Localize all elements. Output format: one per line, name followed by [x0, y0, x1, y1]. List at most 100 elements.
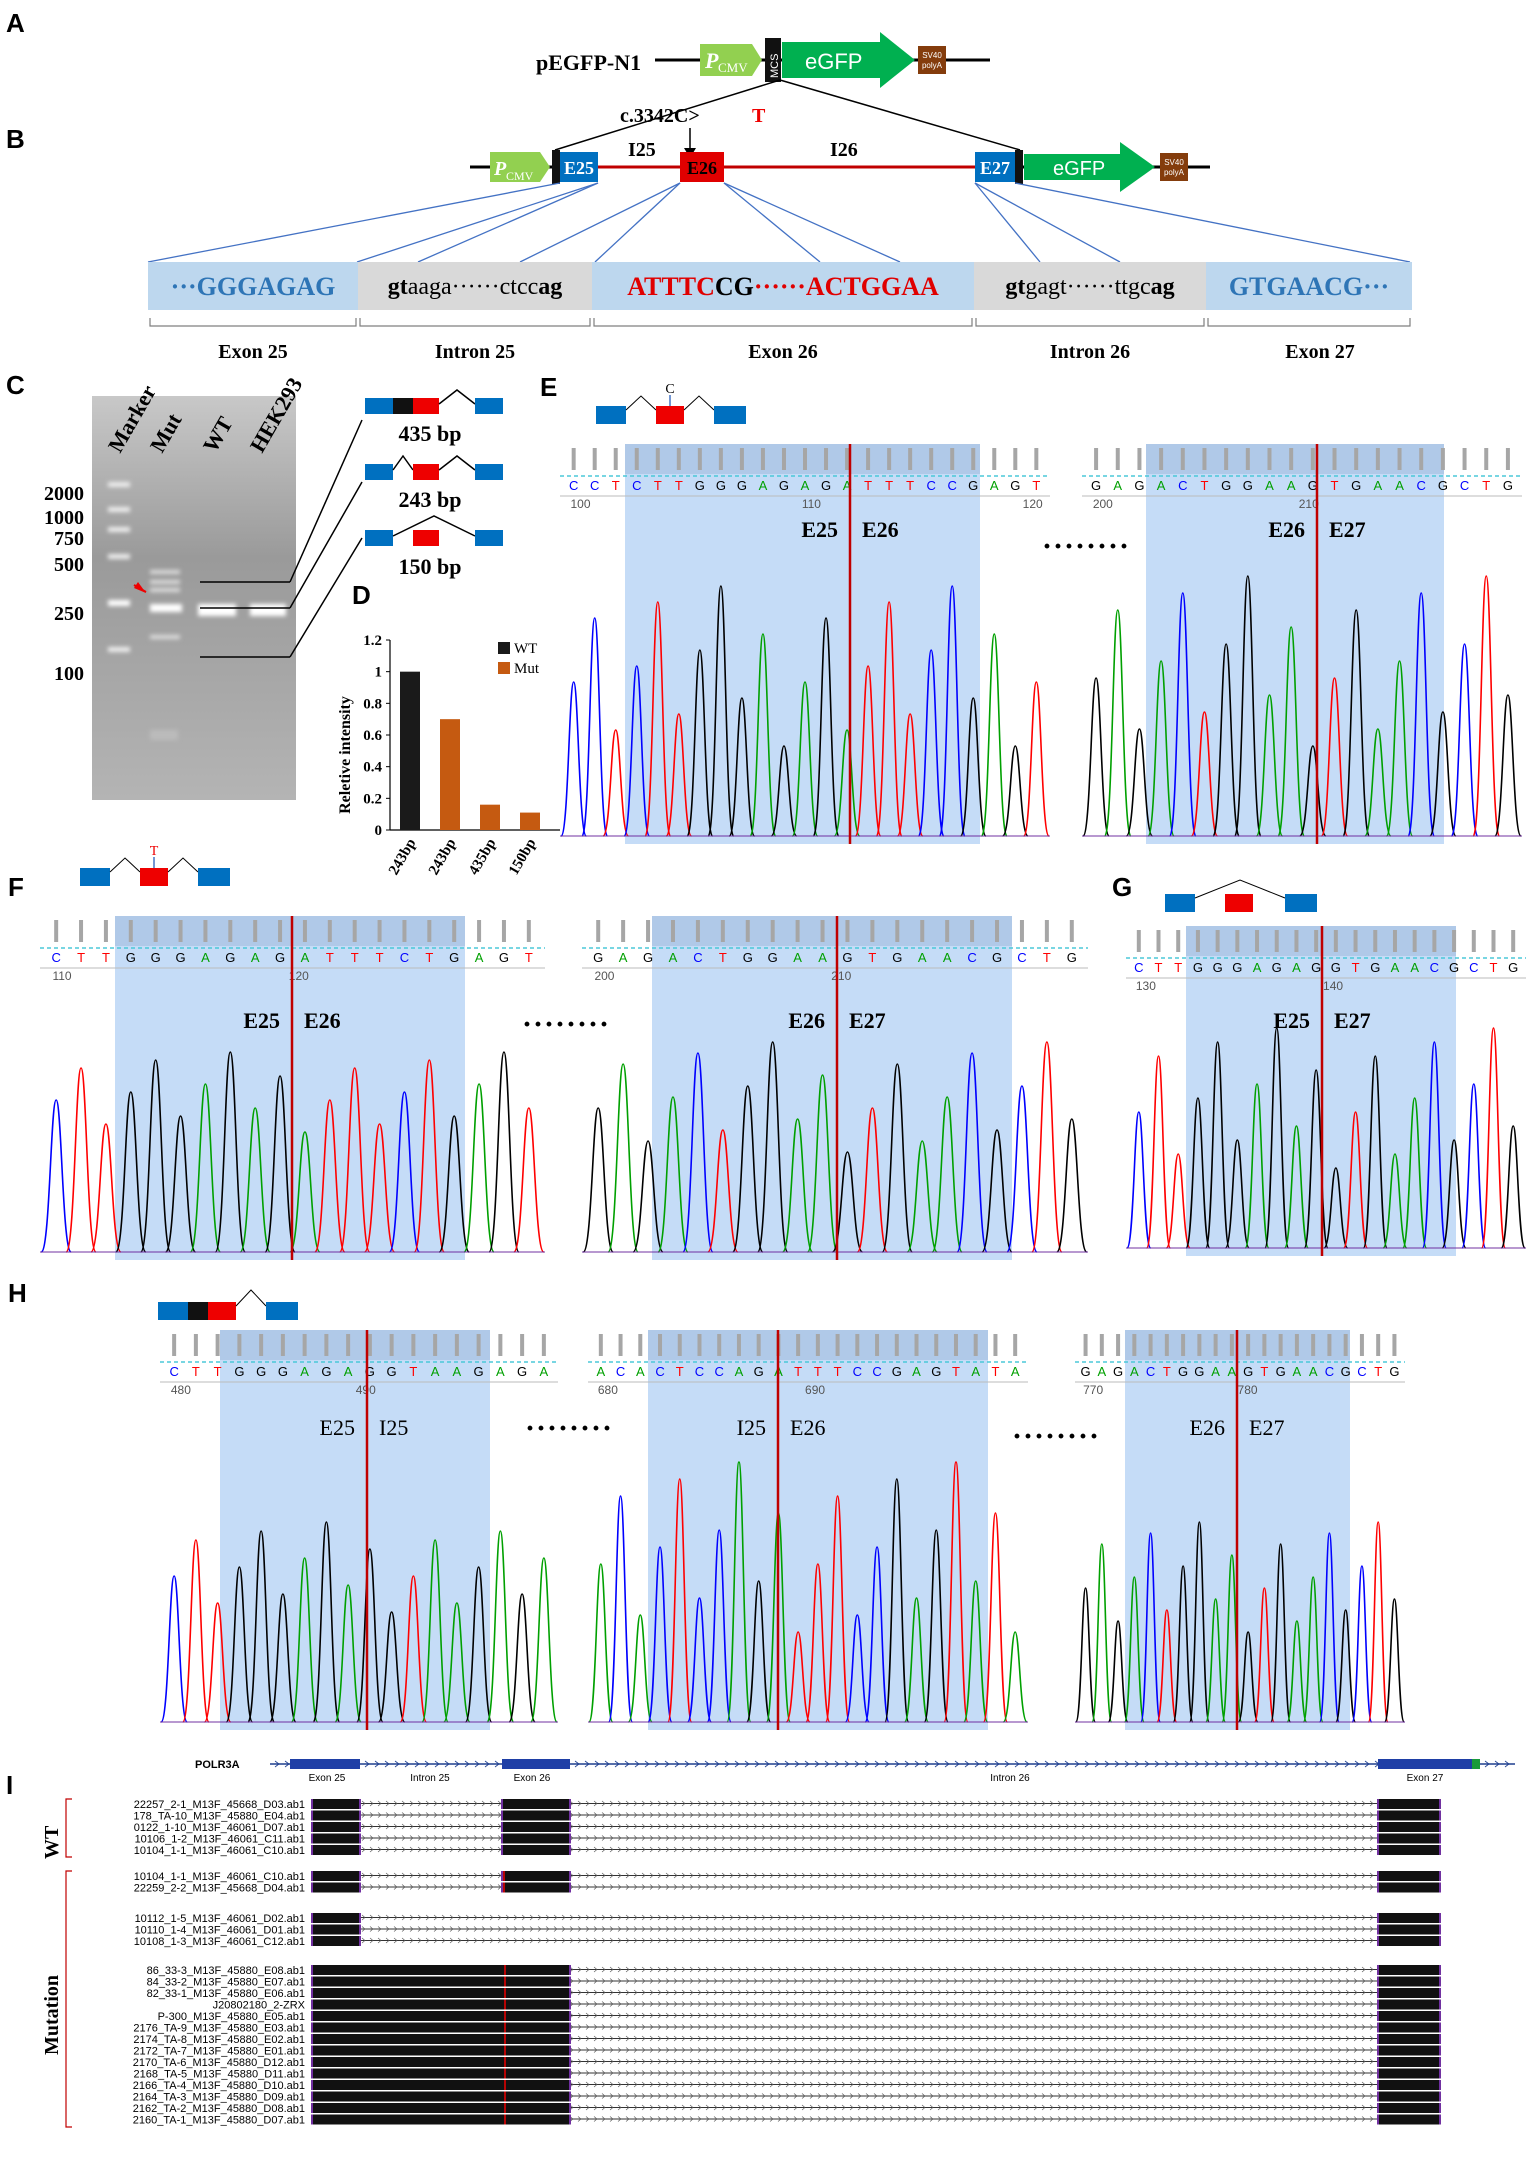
peak — [1461, 1083, 1487, 1249]
base-call: G — [821, 478, 831, 493]
read-name: 2160_TA-1_M13F_45880_D07.ab1 — [133, 2115, 305, 2127]
base-call: G — [1081, 1364, 1091, 1379]
read-name: 2170_TA-6_M13F_45880_D12.ab1 — [133, 2057, 305, 2069]
ellipsis-dots: ········ — [1042, 530, 1131, 563]
read-name: 86_33-3_M13F_45880_E08.ab1 — [147, 1965, 305, 1977]
base-call: C — [715, 1364, 724, 1379]
peak — [938, 585, 966, 837]
svg-text:250: 250 — [54, 603, 84, 625]
svg-text:c.3342C>: c.3342C> — [620, 105, 700, 127]
chromatogram-h2: ACACTCCAGATTTCCGAGTATA680690I25E26 — [588, 1330, 1028, 1730]
peak — [806, 1074, 839, 1253]
panel-label-b: B — [6, 124, 25, 154]
panel-label-a: A — [6, 8, 25, 38]
peak — [1123, 1576, 1145, 1723]
base-call: G — [737, 478, 747, 493]
peak — [1255, 694, 1284, 837]
x-tick-label: 435bp — [466, 836, 499, 878]
svg-text:I26: I26 — [830, 139, 858, 161]
base-call: A — [990, 478, 999, 493]
base-call: T — [1490, 960, 1498, 975]
exon27-box — [975, 152, 1015, 182]
svg-text:eGFP: eGFP — [805, 49, 862, 74]
peak — [982, 1512, 1009, 1723]
peak — [1277, 626, 1305, 837]
peak — [464, 1566, 493, 1723]
peak — [1082, 677, 1110, 837]
x-tick-label: 243bp — [426, 836, 459, 878]
aligned-block — [502, 1822, 570, 1832]
svg-text:SV40: SV40 — [1164, 158, 1184, 167]
product-435-icon — [365, 389, 503, 414]
peak — [1270, 1543, 1292, 1723]
aligned-block — [1378, 2045, 1440, 2056]
aligned-block — [1378, 1799, 1440, 1809]
base-call: C — [967, 950, 976, 965]
base-call: A — [1011, 1364, 1020, 1379]
peak — [785, 1631, 811, 1723]
svg-text:750: 750 — [54, 528, 84, 550]
base-call: A — [1292, 960, 1301, 975]
peak — [707, 585, 735, 837]
base-call: A — [431, 1364, 440, 1379]
peak — [1480, 1027, 1507, 1249]
base-call: T — [834, 1364, 842, 1379]
panel-label-e: E — [540, 372, 558, 402]
base-call: G — [1243, 1364, 1253, 1379]
highlight-region — [652, 916, 1012, 1260]
position-label: 130 — [1136, 979, 1156, 993]
peak — [812, 617, 840, 837]
peak — [588, 1563, 614, 1723]
peak — [1299, 745, 1327, 837]
egfp-arrow-a — [782, 32, 915, 88]
read-name: 10112_1-5_M13F_46061_D02.ab1 — [135, 1913, 305, 1925]
base-call: T — [1043, 950, 1051, 965]
base-call: A — [540, 1364, 549, 1379]
exon-icon-h — [158, 1289, 298, 1320]
junction-right-label: E27 — [1334, 1008, 1371, 1033]
peak — [657, 1096, 689, 1253]
peak — [239, 1107, 271, 1253]
aligned-block — [1378, 1999, 1440, 2010]
svg-text:P: P — [704, 48, 719, 73]
aligned-block — [312, 2080, 570, 2090]
peak — [189, 1083, 222, 1253]
y-tick-label: 1 — [375, 665, 383, 681]
peak — [289, 1131, 321, 1253]
base-call: T — [675, 478, 683, 493]
svg-text:2000: 2000 — [44, 483, 84, 505]
exon-icon-f: T — [80, 846, 230, 886]
aligned-block — [1378, 2057, 1440, 2067]
base-call: A — [943, 950, 952, 965]
read-name: J20802180_2-ZRX — [213, 2000, 306, 2012]
peak — [363, 1123, 396, 1253]
base-call: G — [892, 950, 902, 965]
peak — [388, 1091, 421, 1253]
base-call: T — [351, 950, 359, 965]
base-call: G — [1276, 1364, 1286, 1379]
position-label: 110 — [802, 497, 821, 511]
mcs-box — [765, 38, 781, 82]
peak — [923, 1529, 949, 1723]
base-call: A — [971, 1364, 980, 1379]
base-call: G — [1449, 960, 1459, 975]
peak — [1165, 1153, 1191, 1249]
base-call: C — [1469, 960, 1478, 975]
peak — [686, 1597, 713, 1723]
peak — [338, 1067, 371, 1253]
x-tick-label: 243bp — [386, 836, 419, 878]
svg-text:243 bp: 243 bp — [399, 487, 462, 512]
peak — [90, 1123, 122, 1253]
peak — [1253, 1587, 1275, 1723]
exon-icon-e: C — [596, 384, 746, 424]
svg-text:435 bp: 435 bp — [399, 421, 462, 446]
base-call: T — [612, 478, 620, 493]
track-label: Exon 27 — [1407, 1773, 1444, 1784]
base-call: G — [892, 1364, 902, 1379]
base-call: G — [517, 1364, 527, 1379]
peak — [956, 1052, 988, 1253]
read-name: 82_33-1_M13F_45880_E06.ab1 — [147, 1988, 305, 2000]
base-call: C — [632, 478, 641, 493]
base-call: A — [1265, 478, 1274, 493]
base-call: T — [952, 1364, 960, 1379]
